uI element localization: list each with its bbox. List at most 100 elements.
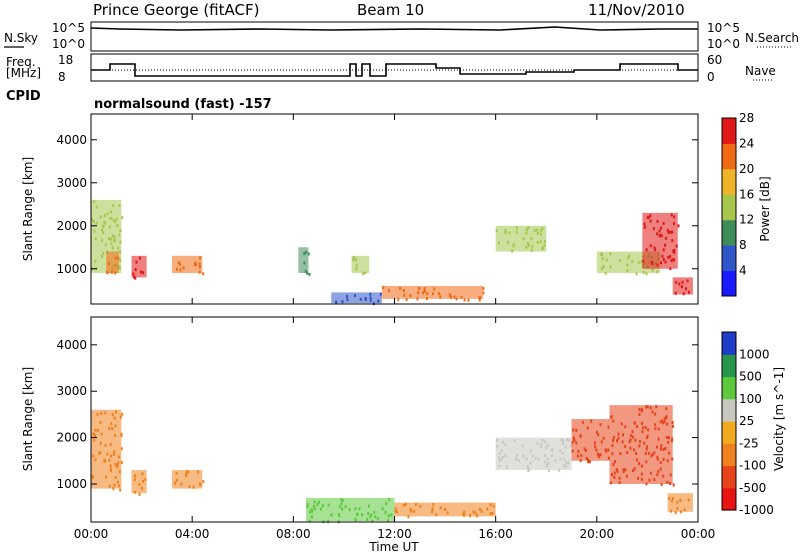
velocity-echo-region <box>609 405 675 487</box>
velocity-echo-cell <box>108 458 111 462</box>
power-echo-cell <box>645 272 648 276</box>
power-ytick-label: 2000 <box>56 219 87 233</box>
velocity-echo-cell <box>528 468 530 471</box>
velocity-echo-cell <box>515 457 517 461</box>
velocity-echo-cell <box>354 517 357 521</box>
power-colorbar-swatch <box>722 219 736 246</box>
power-echo-cell <box>656 219 659 223</box>
velocity-echo-region <box>571 419 610 464</box>
velocity-echo-cell <box>113 452 115 456</box>
velocity-echo-cell <box>669 473 672 477</box>
velocity-echo-cell <box>138 492 141 496</box>
velocity-echo-cell <box>590 419 593 423</box>
x-tick-label: 08:00 <box>276 527 311 541</box>
power-echo-cell <box>659 233 662 237</box>
velocity-echo-cell <box>344 505 347 508</box>
velocity-echo-cell <box>644 426 647 430</box>
power-echo-cell <box>108 225 111 229</box>
velocity-echo-cell <box>613 460 616 464</box>
velocity-echo-fill <box>571 419 610 461</box>
power-echo-cell <box>515 226 518 230</box>
velocity-echo-cell <box>202 480 205 484</box>
power-echo-region <box>131 255 147 280</box>
velocity-echo-cell <box>491 511 494 515</box>
power-echo-cell <box>113 235 116 239</box>
velocity-echo-cell <box>626 451 629 454</box>
velocity-echo-cell <box>387 519 389 523</box>
velocity-echo-cell <box>141 472 144 476</box>
power-echo-cell <box>525 228 528 232</box>
power-echo-cell <box>536 228 539 232</box>
power-echo-cell <box>353 294 356 298</box>
velocity-ytick-label: 3000 <box>56 384 87 398</box>
power-echo-cell <box>113 239 116 243</box>
velocity-echo-cell <box>111 427 114 431</box>
velocity-echo-cell <box>311 509 314 513</box>
nsky-tick-low: 10^0 <box>52 37 85 51</box>
velocity-echo-cell <box>308 519 311 523</box>
velocity-echo-cell <box>585 456 588 460</box>
velocity-echo-cell <box>185 472 188 476</box>
velocity-echo-cell <box>554 459 557 463</box>
velocity-echo-cell <box>551 448 554 452</box>
freq-label-line2: [MHz] <box>6 66 41 80</box>
velocity-echo-cell <box>486 507 489 511</box>
velocity-echo-cell <box>373 510 376 514</box>
velocity-echo-cell <box>180 482 183 486</box>
velocity-colorbar-swatch <box>722 487 736 511</box>
velocity-echo-cell <box>99 441 102 445</box>
velocity-echo-cell <box>565 461 568 465</box>
power-echo-cell <box>667 231 670 234</box>
power-echo-region <box>298 247 311 276</box>
power-echo-cell <box>478 296 481 300</box>
velocity-echo-cell <box>633 421 636 425</box>
velocity-echo-cell <box>198 482 201 486</box>
power-echo-cell <box>112 218 115 222</box>
velocity-echo-cell <box>92 432 95 436</box>
velocity-echo-region <box>305 497 395 524</box>
power-echo-cell <box>111 234 114 238</box>
velocity-echo-cell <box>660 444 663 448</box>
power-echo-fill <box>298 247 309 274</box>
power-echo-cell <box>423 287 426 291</box>
power-echo-cell <box>335 300 338 304</box>
velocity-echo-cell <box>671 437 674 441</box>
power-echo-cell <box>346 298 349 302</box>
power-echo-cell <box>106 270 109 274</box>
velocity-echo-cell <box>633 467 636 471</box>
power-echo-cell <box>121 216 124 220</box>
power-echo-region <box>171 255 205 276</box>
velocity-echo-cell <box>636 458 639 462</box>
velocity-echo-cell <box>439 506 442 510</box>
power-echo-cell <box>450 295 452 299</box>
velocity-echo-cell <box>566 438 568 442</box>
power-echo-region <box>106 251 120 275</box>
velocity-echo-cell <box>659 467 662 471</box>
power-echo-cell <box>193 263 196 267</box>
power-echo-cell <box>102 225 105 229</box>
velocity-echo-cell <box>666 459 669 463</box>
power-echo-cell <box>455 297 458 301</box>
velocity-echo-cell <box>118 484 121 488</box>
velocity-echo-cell <box>118 455 120 459</box>
velocity-echo-cell <box>100 432 103 436</box>
velocity-echo-cell <box>110 422 113 426</box>
velocity-echo-cell <box>643 441 646 445</box>
power-echo-cell <box>362 272 365 276</box>
power-echo-cell <box>116 224 119 228</box>
power-echo-cell <box>504 231 507 235</box>
power-echo-cell <box>467 298 470 302</box>
nsky-label: N.Sky <box>4 31 38 45</box>
velocity-echo-cell <box>472 510 475 514</box>
velocity-echo-cell <box>388 498 391 502</box>
velocity-echo-cell <box>579 434 582 438</box>
velocity-colorbar-tick: -1000 <box>739 503 774 517</box>
velocity-echo-cell <box>670 439 673 443</box>
velocity-echo-cell <box>612 419 615 423</box>
velocity-echo-cell <box>321 504 324 508</box>
power-echo-cell <box>102 231 105 234</box>
velocity-echo-cell <box>369 515 372 519</box>
velocity-echo-cell <box>144 477 147 481</box>
velocity-echo-cell <box>110 454 113 458</box>
velocity-echo-cell <box>330 513 333 517</box>
